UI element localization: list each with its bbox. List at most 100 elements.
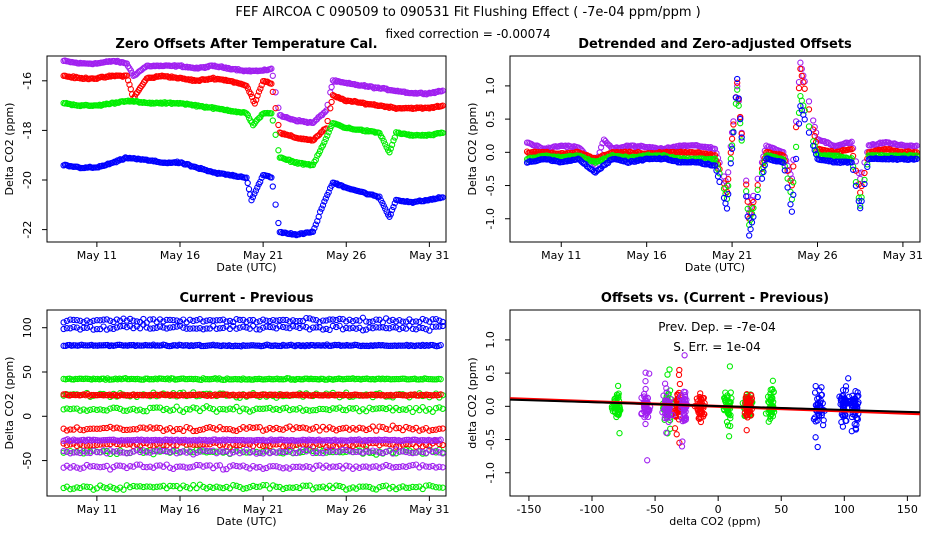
data-point — [380, 138, 387, 145]
data-point — [842, 158, 850, 165]
data-point — [362, 190, 369, 197]
data-point — [220, 448, 227, 455]
data-point — [319, 483, 327, 490]
data-point — [232, 65, 239, 73]
data-point — [213, 317, 220, 324]
data-point — [269, 88, 276, 96]
data-point — [886, 146, 894, 153]
data-point — [90, 405, 97, 413]
data-point — [382, 425, 390, 433]
data-point — [269, 426, 277, 433]
data-point — [153, 404, 160, 411]
data-point — [123, 482, 130, 489]
data-point — [309, 449, 317, 457]
data-point — [255, 88, 263, 95]
data-point — [403, 436, 410, 444]
data-point — [323, 436, 331, 444]
y-tick-label: 1.0 — [484, 77, 497, 95]
data-point — [206, 483, 214, 491]
data-point — [230, 482, 237, 489]
data-point — [242, 376, 249, 383]
data-point — [858, 197, 865, 205]
data-point — [268, 65, 275, 72]
data-point — [176, 448, 184, 456]
data-point — [382, 461, 390, 469]
data-point — [316, 449, 323, 456]
data-point — [730, 118, 737, 125]
data-point — [192, 101, 199, 109]
data-point — [321, 198, 328, 205]
data-point — [166, 482, 174, 490]
data-point — [296, 448, 303, 455]
data-point — [259, 324, 267, 331]
data-point — [676, 380, 684, 388]
data-point — [743, 177, 750, 184]
y-tick-label: -22 — [21, 221, 34, 239]
data-point — [373, 316, 380, 323]
data-point — [436, 404, 443, 411]
data-point — [228, 436, 235, 444]
data-point — [439, 450, 446, 457]
data-point — [322, 135, 329, 143]
data-point — [396, 484, 403, 491]
data-point — [888, 155, 895, 162]
data-point — [170, 427, 177, 435]
data-point — [369, 406, 376, 413]
data-point — [642, 385, 649, 393]
data-point — [861, 169, 868, 177]
data-point — [244, 85, 252, 92]
data-point — [102, 391, 109, 399]
data-point — [406, 449, 413, 456]
data-point — [107, 423, 114, 431]
data-point — [120, 315, 127, 322]
data-point — [143, 449, 150, 456]
data-point — [200, 426, 207, 433]
fit-line — [509, 398, 921, 414]
data-point — [767, 412, 774, 419]
data-point — [130, 324, 137, 332]
data-point — [402, 448, 410, 456]
data-point — [222, 391, 229, 398]
data-point — [182, 342, 189, 349]
data-point — [289, 484, 297, 491]
data-point — [93, 425, 101, 432]
data-point — [795, 84, 803, 92]
y-tick-label: -16 — [21, 72, 34, 90]
data-point — [673, 157, 680, 165]
data-point — [369, 318, 376, 325]
data-point — [409, 449, 416, 457]
data-point — [210, 436, 217, 443]
data-point — [186, 375, 193, 383]
data-point — [156, 483, 164, 490]
data-point — [257, 178, 264, 186]
plot-frame — [46, 55, 447, 243]
data-point — [324, 132, 331, 139]
plot-frame — [509, 309, 921, 497]
data-point — [313, 484, 320, 491]
data-point — [660, 392, 667, 399]
data-point — [269, 482, 277, 489]
chart-title: Detrended and Zero-adjusted Offsets — [578, 37, 852, 52]
data-point — [230, 427, 237, 434]
data-point — [329, 463, 337, 470]
data-point — [608, 405, 616, 412]
data-point — [780, 159, 787, 166]
y-tick-label: 1.0 — [484, 331, 497, 349]
data-point — [346, 485, 353, 492]
data-point — [190, 427, 197, 435]
data-point — [801, 85, 808, 92]
data-point — [642, 395, 649, 402]
data-point — [269, 316, 277, 324]
data-point — [153, 462, 160, 469]
data-point — [416, 448, 423, 455]
data-point — [735, 102, 742, 109]
data-point — [838, 418, 845, 426]
data-point — [346, 448, 353, 455]
data-point — [243, 425, 250, 432]
x-tick-label: May 21 — [243, 249, 283, 262]
data-point — [346, 325, 353, 332]
data-point — [228, 376, 235, 383]
plot-points — [60, 57, 446, 239]
data-point — [353, 463, 360, 470]
data-point — [87, 425, 94, 432]
